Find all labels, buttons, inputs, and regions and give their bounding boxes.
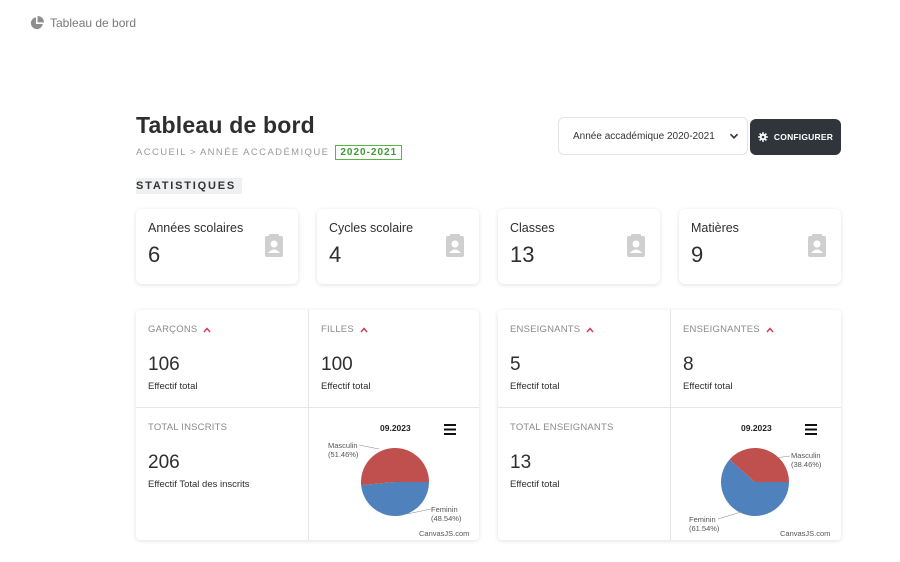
breadcrumb: ACCUEIL > ANNÉE ACCADÉMIQUE 2020-2021 xyxy=(136,145,403,160)
pie-svg xyxy=(358,444,432,516)
boys-sub: Effectif total xyxy=(148,381,198,392)
pie-label-feminin: Feminin (61.54%) xyxy=(689,515,720,533)
academic-year-select-value: Année accadémique 2020-2021 xyxy=(573,130,715,142)
divider xyxy=(136,407,479,408)
leader-line xyxy=(358,444,380,450)
academic-year-select[interactable]: Année accadémique 2020-2021 xyxy=(558,117,748,155)
hamburger-menu-icon[interactable] xyxy=(444,424,456,435)
students-pie-chart: 09.2023 Masculin (51.46%) Feminin (48.54%)… xyxy=(309,408,479,540)
boys-label: GARÇONS xyxy=(148,324,198,335)
boys-value: 106 xyxy=(148,354,180,375)
total-teachers-cell: TOTAL ENSEIGNANTS 13 Effectif total xyxy=(498,408,670,540)
girls-sub: Effectif total xyxy=(321,381,371,392)
contact-icon xyxy=(446,234,464,257)
total-teachers-value: 13 xyxy=(510,452,532,473)
total-teachers-label: TOTAL ENSEIGNANTS xyxy=(510,422,614,433)
stat-card-value: 4 xyxy=(329,242,342,267)
leader-line xyxy=(406,508,432,515)
leader-line xyxy=(717,511,742,520)
stat-card-classes: Classes 13 xyxy=(498,209,660,284)
total-teachers-sub: Effectif total xyxy=(510,479,560,490)
male-teachers-label: ENSEIGNANTS xyxy=(510,324,581,335)
caret-up-icon xyxy=(586,326,594,332)
contact-icon xyxy=(627,234,645,257)
female-teachers-label: ENSEIGNANTES xyxy=(683,324,760,335)
chart-credit[interactable]: CanvasJS.com xyxy=(780,529,831,538)
girls-value: 100 xyxy=(321,354,353,375)
page-title: Tableau de bord xyxy=(136,112,315,138)
breadcrumb-section: ANNÉE ACCADÉMIQUE xyxy=(199,147,330,158)
caret-up-icon xyxy=(360,326,368,332)
chart-title: 09.2023 xyxy=(380,423,411,433)
breadcrumb-separator: > xyxy=(189,147,197,158)
gear-icon xyxy=(758,132,768,142)
pie-slice-feminin[interactable] xyxy=(721,459,789,516)
total-inscrits-sub: Effectif Total des inscrits xyxy=(148,479,250,490)
top-bar: Tableau de bord xyxy=(0,0,900,48)
divider xyxy=(670,310,671,540)
pie-svg xyxy=(717,448,791,520)
total-inscrits-cell: TOTAL INSCRITS 206 Effectif Total des in… xyxy=(136,408,308,540)
stat-card-annees-scolaires: Années scolaires 6 xyxy=(136,209,298,284)
stat-card-label: Années scolaires xyxy=(148,221,244,235)
divider xyxy=(308,310,309,540)
configure-button-label: CONFIGURER xyxy=(773,132,834,142)
configure-button[interactable]: CONFIGURER xyxy=(750,119,841,155)
pie-label-feminin: Feminin (48.54%) xyxy=(431,505,462,523)
hamburger-menu-icon[interactable] xyxy=(805,424,817,435)
stat-card-cycles-scolaire: Cycles scolaire 4 xyxy=(317,209,479,284)
contact-icon xyxy=(808,234,826,257)
pie-slice-masculin[interactable] xyxy=(361,447,429,486)
boys-cell: GARÇONS 106 Effectif total xyxy=(136,310,308,407)
contact-icon xyxy=(265,234,283,257)
total-inscrits-value: 206 xyxy=(148,452,180,473)
top-bar-title: Tableau de bord xyxy=(50,16,137,30)
female-teachers-cell: ENSEIGNANTES 8 Effectif total xyxy=(671,310,841,407)
total-inscrits-label: TOTAL INSCRITS xyxy=(148,422,228,433)
stat-card-label: Classes xyxy=(510,221,555,235)
students-panel: GARÇONS 106 Effectif total FILLES 100 Ef… xyxy=(136,310,479,540)
pie-chart-icon xyxy=(30,16,44,30)
girls-label: FILLES xyxy=(321,324,354,335)
chart-title: 09.2023 xyxy=(741,423,772,433)
section-label: STATISTIQUES xyxy=(136,178,243,194)
breadcrumb-home[interactable]: ACCUEIL xyxy=(136,147,187,158)
stat-card-label: Matières xyxy=(691,221,739,235)
stat-card-label: Cycles scolaire xyxy=(329,221,414,235)
stat-card-value: 13 xyxy=(510,242,535,267)
stat-card-value: 9 xyxy=(691,242,704,267)
male-teachers-value: 5 xyxy=(510,354,521,375)
caret-up-icon xyxy=(203,326,211,332)
leader-line xyxy=(774,455,791,459)
stat-card-matieres: Matières 9 xyxy=(679,209,841,284)
caret-up-icon xyxy=(766,326,774,332)
chevron-down-icon xyxy=(729,133,739,139)
pie-slice-masculin[interactable] xyxy=(729,448,789,482)
male-teachers-sub: Effectif total xyxy=(510,381,560,392)
female-teachers-value: 8 xyxy=(683,354,694,375)
divider xyxy=(498,407,841,408)
female-teachers-sub: Effectif total xyxy=(683,381,733,392)
teachers-pie-chart: 09.2023 Masculin (38.46%) Feminin (61.54%)… xyxy=(671,408,841,540)
pie-label-masculin: Masculin (51.46%) xyxy=(328,441,359,459)
pie-slice-feminin[interactable] xyxy=(361,482,429,516)
stat-card-value: 6 xyxy=(148,242,161,267)
year-badge: 2020-2021 xyxy=(335,145,403,160)
teachers-panel: ENSEIGNANTS 5 Effectif total ENSEIGNANTE… xyxy=(498,310,841,540)
chart-credit[interactable]: CanvasJS.com xyxy=(419,529,470,538)
male-teachers-cell: ENSEIGNANTS 5 Effectif total xyxy=(498,310,670,407)
pie-label-masculin: Masculin (38.46%) xyxy=(791,451,822,469)
girls-cell: FILLES 100 Effectif total xyxy=(309,310,479,407)
